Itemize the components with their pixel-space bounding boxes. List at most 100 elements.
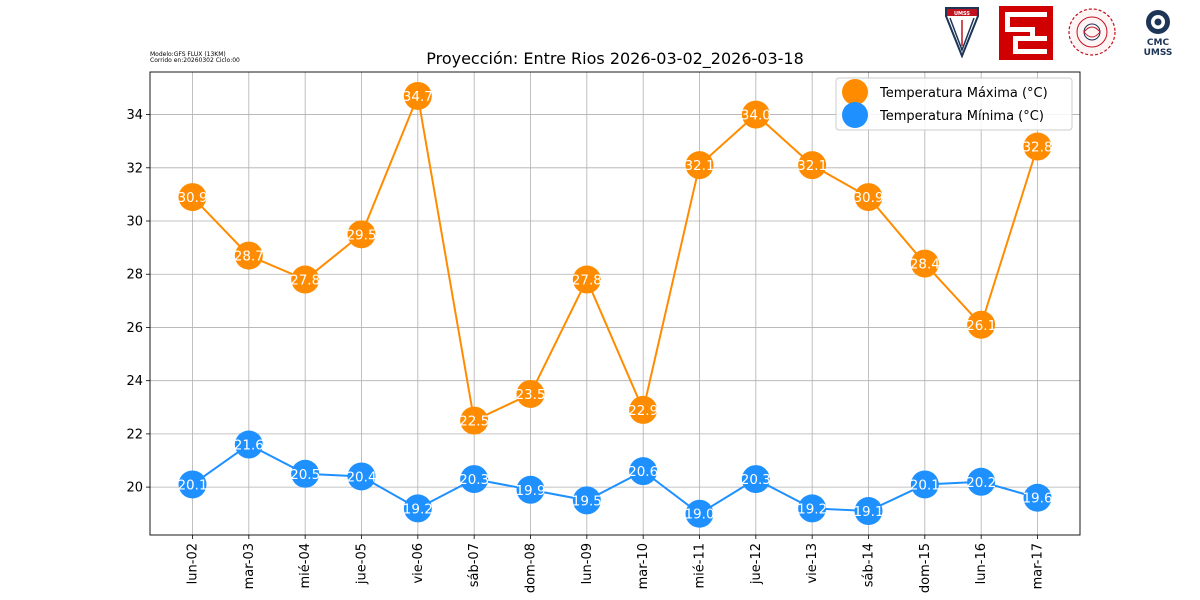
data-point xyxy=(403,494,432,523)
data-label: 22.5 xyxy=(459,414,489,430)
model-label: Modelo:GFS FLUX (13KM) xyxy=(150,51,226,58)
data-point xyxy=(685,499,714,528)
data-label: 26.1 xyxy=(966,318,996,334)
data-label: 32.1 xyxy=(797,158,827,174)
data-label: 20.4 xyxy=(346,469,376,485)
x-tick-label: lun-02 xyxy=(186,543,201,584)
x-tick-label: sáb-14 xyxy=(862,543,877,587)
plot-frame xyxy=(149,71,1081,536)
legend: Temperatura Máxima (°C) Temperatura Mínim… xyxy=(835,77,1073,131)
data-point xyxy=(234,241,263,270)
circular-seal-logo xyxy=(1068,8,1116,56)
x-tick-label: mié-11 xyxy=(693,543,708,589)
data-point xyxy=(798,151,827,180)
data-point xyxy=(291,459,320,488)
data-point xyxy=(347,220,376,249)
y-tick-label: 30 xyxy=(126,215,143,230)
y-tick-label: 24 xyxy=(126,374,143,389)
x-tick-label: sáb-07 xyxy=(467,543,482,587)
red-square-logo xyxy=(999,6,1053,60)
data-point xyxy=(910,249,939,278)
y-tick-label: 22 xyxy=(126,427,143,442)
series-line-0 xyxy=(191,92,1039,423)
legend-label: Temperatura Máxima (°C) xyxy=(879,86,1048,101)
data-point xyxy=(741,465,770,494)
data-point xyxy=(403,81,432,110)
cmc-umss-logo: CMC UMSS xyxy=(1137,38,1179,58)
data-point xyxy=(967,310,996,339)
y-tick-label: 34 xyxy=(126,108,143,123)
data-label: 19.1 xyxy=(853,504,883,520)
y-tick-label: 26 xyxy=(126,321,143,336)
data-point xyxy=(629,457,658,486)
data-label: 20.3 xyxy=(741,472,771,488)
data-point xyxy=(685,151,714,180)
data-label: 27.8 xyxy=(572,273,602,289)
x-tick-label: dom-15 xyxy=(918,543,933,593)
data-label: 22.9 xyxy=(628,403,658,419)
data-label: 32.8 xyxy=(1022,140,1052,156)
data-point xyxy=(629,395,658,424)
data-label: 32.1 xyxy=(684,158,714,174)
data-point xyxy=(516,379,545,408)
data-label: 19.2 xyxy=(403,501,433,517)
legend-marker xyxy=(842,79,868,105)
x-tick-label: mar-17 xyxy=(1031,543,1046,589)
data-label: 20.1 xyxy=(910,477,940,493)
x-tick-label: vie-13 xyxy=(805,543,820,584)
x-tick-label: dom-08 xyxy=(524,543,539,593)
data-point xyxy=(910,470,939,499)
x-tick-label: jue-05 xyxy=(355,543,370,585)
data-point xyxy=(1023,132,1052,161)
y-tick-label: 28 xyxy=(126,268,143,283)
x-tick-label: mar-03 xyxy=(242,543,257,589)
umss-text: UMSS xyxy=(1143,48,1173,58)
data-label: 28.4 xyxy=(910,257,940,273)
data-label: 19.0 xyxy=(684,507,714,523)
data-point xyxy=(460,406,489,435)
data-point xyxy=(291,265,320,294)
x-tick-label: lun-09 xyxy=(580,543,595,584)
data-label: 23.5 xyxy=(515,387,545,403)
data-label: 19.2 xyxy=(797,501,827,517)
data-label: 20.6 xyxy=(628,464,658,480)
cmc-emblem-icon xyxy=(1146,10,1170,34)
series: 30.9 28.7 27.8 29.5 34.7 22.5 23.5 27.8 22.9 32.1… xyxy=(177,81,1053,528)
data-label: 21.6 xyxy=(234,438,264,454)
data-label: 30.9 xyxy=(853,190,883,206)
chart-title: Proyección: Entre Rios 2026-03-02_2026-0… xyxy=(426,49,804,69)
data-point xyxy=(460,465,489,494)
legend-marker xyxy=(842,102,868,128)
data-point xyxy=(967,467,996,496)
data-point xyxy=(347,462,376,491)
data-point xyxy=(178,183,207,212)
data-point xyxy=(572,486,601,515)
data-point xyxy=(516,475,545,504)
data-point xyxy=(572,265,601,294)
umss-shield-logo: UMSS xyxy=(945,7,979,58)
data-point xyxy=(741,100,770,129)
legend-label: Temperatura Mínima (°C) xyxy=(879,109,1044,124)
x-tick-label: mié-04 xyxy=(298,543,313,589)
data-label: 20.5 xyxy=(290,467,320,483)
data-point xyxy=(854,497,883,526)
data-point xyxy=(798,494,827,523)
data-point xyxy=(1023,483,1052,512)
x-tick-label: mar-10 xyxy=(636,543,651,589)
series-line-1 xyxy=(191,443,1038,515)
data-label: 19.6 xyxy=(1022,491,1052,507)
legend-box xyxy=(835,77,1073,131)
data-label: 20.3 xyxy=(459,472,489,488)
y-tick-label: 32 xyxy=(126,161,143,176)
data-label: 19.9 xyxy=(515,483,545,499)
data-point xyxy=(854,183,883,212)
data-label: 19.5 xyxy=(572,493,602,509)
axes: lun-02 mar-03 mié-04 jue-05 vie-06 sáb-07 dom-… xyxy=(126,71,1081,593)
grid-lines xyxy=(150,72,1080,535)
data-label: 28.7 xyxy=(234,249,264,265)
data-label: 29.5 xyxy=(346,227,376,243)
y-tick-label: 20 xyxy=(126,481,143,496)
data-label: 30.9 xyxy=(177,190,207,206)
data-label: 20.1 xyxy=(177,477,207,493)
